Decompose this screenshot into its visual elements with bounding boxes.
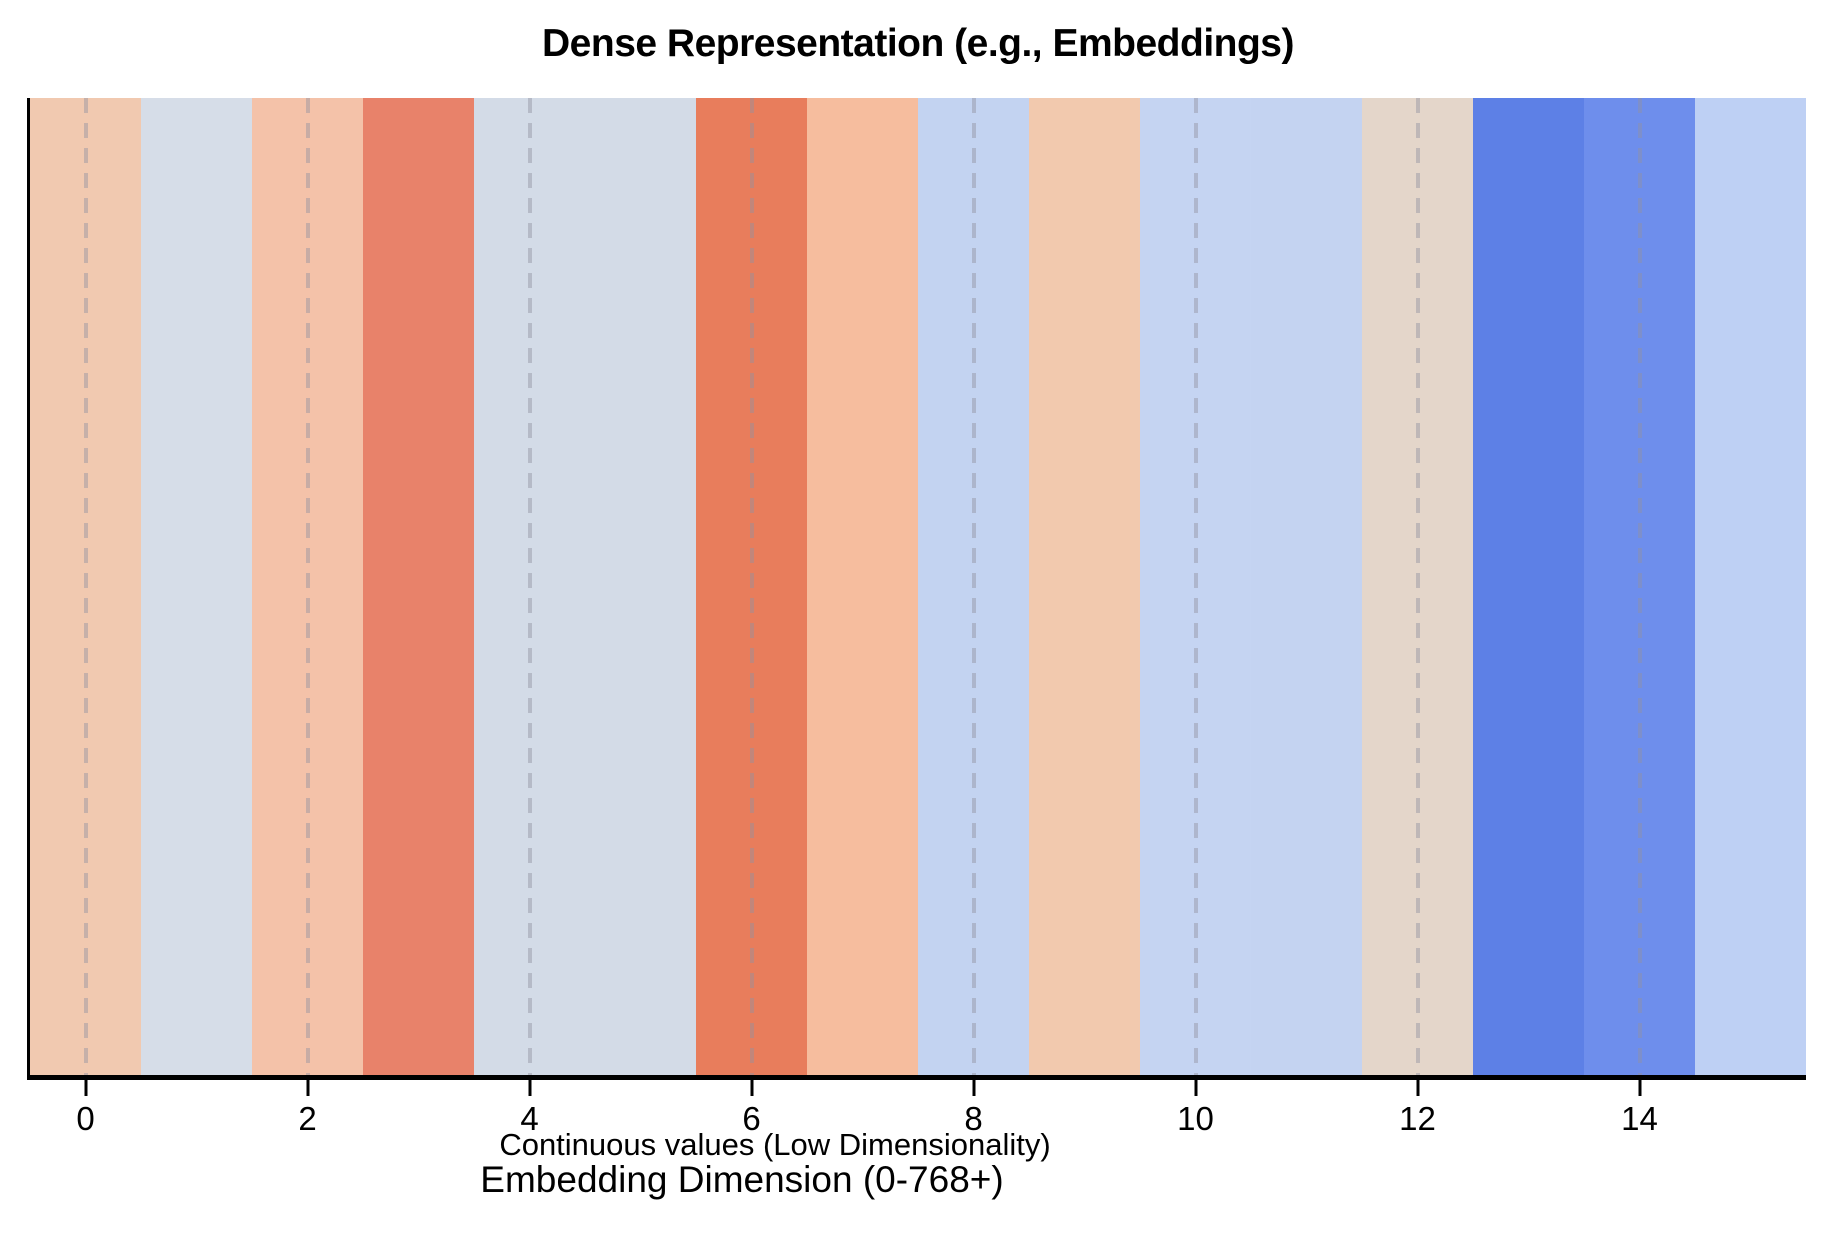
chart-title: Dense Representation (e.g., Embeddings) <box>542 22 1294 65</box>
heatmap-band-dim-12 <box>1362 98 1473 1075</box>
heatmap-band-dim-8 <box>918 98 1029 1075</box>
plot-area <box>27 98 1806 1080</box>
heatmap-band-dim-1 <box>141 98 252 1075</box>
heatmap-band-dim-0 <box>30 98 141 1075</box>
heatmap-band-dim-5 <box>585 98 696 1075</box>
x-tick-mark-8 <box>972 1078 975 1096</box>
x-tick-label-14: 14 <box>1621 1100 1658 1137</box>
heatmap-band-dim-7 <box>807 98 918 1075</box>
x-tick-mark-6 <box>750 1078 753 1096</box>
heatmap-band-strip <box>30 98 1806 1075</box>
heatmap-band-dim-6 <box>696 98 807 1075</box>
annotation-continuous-values: Continuous values (Low Dimensionality) <box>499 1127 1051 1162</box>
heatmap-band-dim-13 <box>1473 98 1584 1075</box>
x-tick-mark-10 <box>1194 1078 1197 1096</box>
x-tick-mark-0 <box>84 1078 87 1096</box>
x-tick-label-12: 12 <box>1399 1100 1436 1137</box>
x-tick-mark-14 <box>1638 1078 1641 1096</box>
heatmap-band-dim-14 <box>1584 98 1695 1075</box>
x-axis-label: Embedding Dimension (0-768+) <box>480 1159 1004 1200</box>
heatmap-band-dim-2 <box>252 98 363 1075</box>
x-tick-label-0: 0 <box>76 1100 95 1137</box>
heatmap-band-dim-4 <box>474 98 585 1075</box>
heatmap-band-dim-15 <box>1695 98 1806 1075</box>
x-tick-mark-12 <box>1416 1078 1419 1096</box>
heatmap-band-dim-9 <box>1029 98 1140 1075</box>
x-tick-label-6: 6 <box>742 1100 761 1137</box>
x-tick-label-2: 2 <box>298 1100 317 1137</box>
heatmap-band-dim-11 <box>1251 98 1362 1075</box>
x-tick-label-10: 10 <box>1177 1100 1214 1137</box>
heatmap-band-dim-10 <box>1140 98 1251 1075</box>
x-tick-label-8: 8 <box>964 1100 983 1137</box>
x-tick-mark-4 <box>528 1078 531 1096</box>
x-tick-mark-2 <box>306 1078 309 1096</box>
heatmap-band-dim-3 <box>363 98 474 1075</box>
x-tick-label-4: 4 <box>520 1100 539 1137</box>
